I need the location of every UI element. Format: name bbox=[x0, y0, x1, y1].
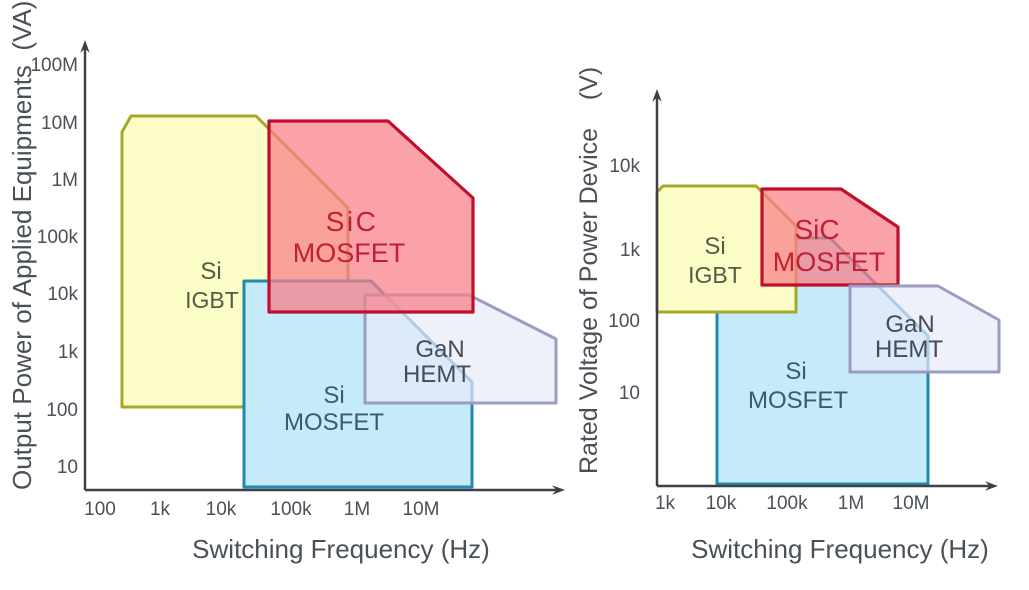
svg-text:HEMT: HEMT bbox=[403, 361, 471, 388]
svg-text:1k: 1k bbox=[620, 240, 641, 261]
svg-text:1M: 1M bbox=[52, 170, 78, 191]
svg-text:100k: 100k bbox=[766, 493, 808, 514]
svg-text:IGBT: IGBT bbox=[185, 287, 239, 313]
svg-text:100M: 100M bbox=[30, 55, 78, 76]
svg-text:10: 10 bbox=[619, 383, 640, 404]
svg-text:10: 10 bbox=[57, 457, 78, 478]
svg-text:Output Power of Applied Equipm: Output Power of Applied Equipments (VA) bbox=[7, 1, 37, 490]
svg-text:10M: 10M bbox=[41, 113, 78, 134]
svg-text:100: 100 bbox=[46, 400, 78, 421]
svg-text:100k: 100k bbox=[270, 499, 312, 520]
svg-text:1k: 1k bbox=[58, 342, 79, 363]
svg-text:10k: 10k bbox=[609, 156, 640, 177]
svg-text:MOSFET: MOSFET bbox=[293, 238, 406, 268]
svg-text:Si: Si bbox=[200, 258, 221, 285]
svg-text:10k: 10k bbox=[47, 284, 78, 305]
svg-text:10k: 10k bbox=[206, 499, 237, 520]
svg-text:1k: 1k bbox=[150, 499, 171, 520]
svg-text:1M: 1M bbox=[838, 493, 864, 514]
svg-text:Switching Frequency (Hz): Switching Frequency (Hz) bbox=[691, 534, 989, 564]
svg-text:HEMT: HEMT bbox=[875, 336, 943, 363]
svg-text:Si: Si bbox=[785, 358, 806, 385]
svg-text:10k: 10k bbox=[706, 493, 737, 514]
svg-text:Switching Frequency (Hz): Switching Frequency (Hz) bbox=[192, 534, 490, 564]
svg-text:Rated Voltage of Power Device: Rated Voltage of Power Device (V) bbox=[575, 67, 603, 474]
svg-text:MOSFET: MOSFET bbox=[748, 387, 848, 414]
svg-text:SiC: SiC bbox=[794, 214, 839, 245]
svg-text:1k: 1k bbox=[655, 493, 676, 514]
svg-text:10M: 10M bbox=[403, 499, 440, 520]
svg-text:MOSFET: MOSFET bbox=[773, 247, 886, 277]
svg-text:MOSFET: MOSFET bbox=[284, 409, 384, 436]
svg-text:GaN: GaN bbox=[415, 336, 464, 363]
svg-text:IGBT: IGBT bbox=[688, 262, 742, 288]
svg-text:100: 100 bbox=[84, 499, 116, 520]
svg-text:1M: 1M bbox=[344, 499, 370, 520]
svg-text:100k: 100k bbox=[37, 227, 79, 248]
svg-text:Si: Si bbox=[704, 233, 725, 260]
svg-text:SiC: SiC bbox=[326, 206, 379, 237]
svg-text:GaN: GaN bbox=[885, 311, 934, 338]
svg-text:Si: Si bbox=[323, 382, 344, 409]
svg-text:100: 100 bbox=[608, 311, 640, 332]
svg-text:10M: 10M bbox=[893, 493, 930, 514]
